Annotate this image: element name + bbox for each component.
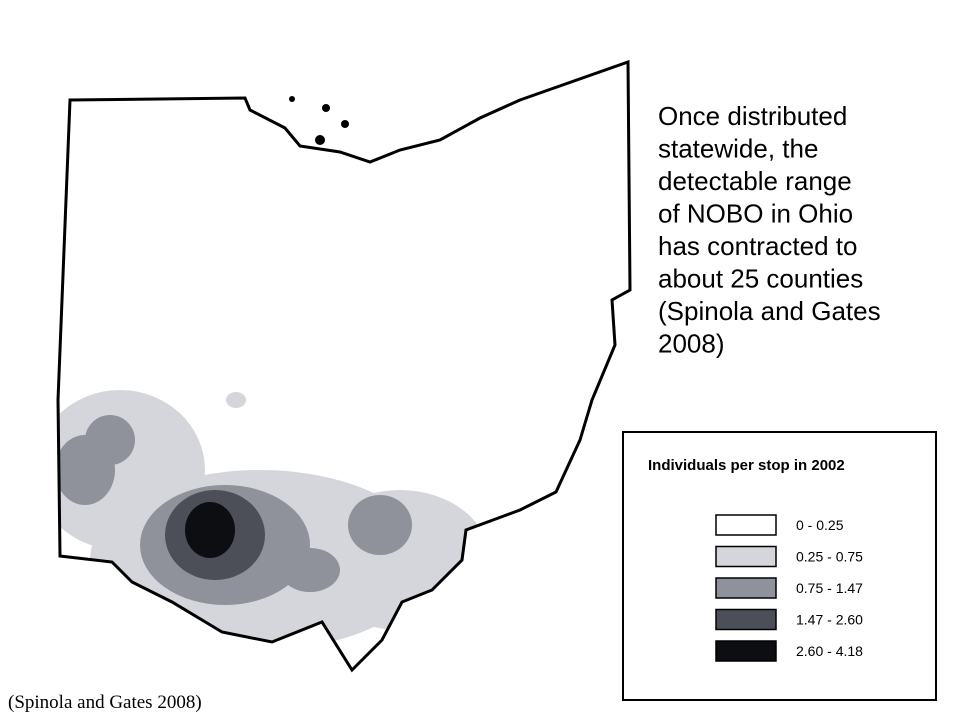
legend-swatch <box>715 545 777 568</box>
legend-label: 1.47 - 2.60 <box>796 612 863 628</box>
legend-swatch <box>715 608 777 631</box>
body-line: has contracted to <box>658 231 857 261</box>
legend-label: 0.25 - 0.75 <box>796 549 863 565</box>
citation: (Spinola and Gates 2008) <box>8 692 202 713</box>
density-map <box>58 62 630 670</box>
state-outline <box>56 59 632 673</box>
body-line: detectable range <box>658 166 852 196</box>
body-line: Once distributed <box>658 101 847 131</box>
body-line: about 25 counties <box>658 264 863 294</box>
legend: 0 - 0.25 0.25 - 0.75 0.75 - 1.47 1.47 - 2.6… <box>715 514 863 662</box>
legend-swatch <box>715 514 777 536</box>
legend-swatch <box>715 640 777 662</box>
islands <box>289 96 349 145</box>
body-line: (Spinola and Gates <box>658 296 881 326</box>
legend-title: Individuals per stop in 2002 <box>648 457 845 474</box>
body-line: 2008) <box>658 329 725 359</box>
legend-label: 2.60 - 4.18 <box>796 643 863 659</box>
body-line: statewide, the <box>658 134 818 164</box>
body-line: of NOBO in Ohio <box>658 199 853 229</box>
legend-label: 0 - 0.25 <box>796 517 844 533</box>
legend-label: 0.75 - 1.47 <box>796 580 863 596</box>
legend-box <box>622 431 937 701</box>
legend-swatch <box>715 577 777 599</box>
